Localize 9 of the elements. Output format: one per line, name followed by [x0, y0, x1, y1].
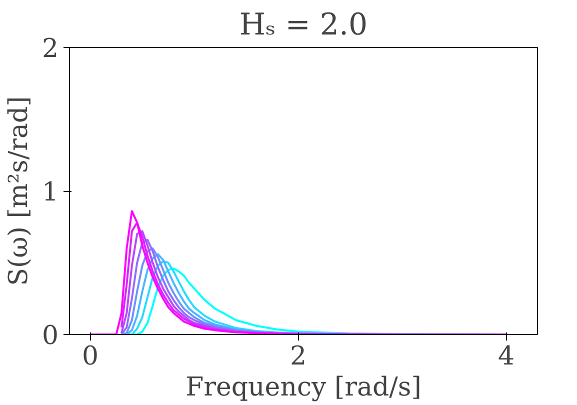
y-tick-label: 1 — [42, 178, 59, 208]
chart-title: Hₛ = 2.0 — [239, 8, 368, 42]
x-tick-label: 2 — [290, 342, 307, 372]
y-tick-label: 0 — [42, 321, 59, 351]
x-tick-label: 4 — [498, 342, 515, 372]
y-tick-label: 2 — [42, 34, 59, 64]
x-tick-label: 0 — [82, 342, 99, 372]
y-axis-title: S(ω) [m²s/rad] — [4, 96, 34, 286]
x-axis-title: Frequency [rad/s] — [186, 372, 422, 402]
